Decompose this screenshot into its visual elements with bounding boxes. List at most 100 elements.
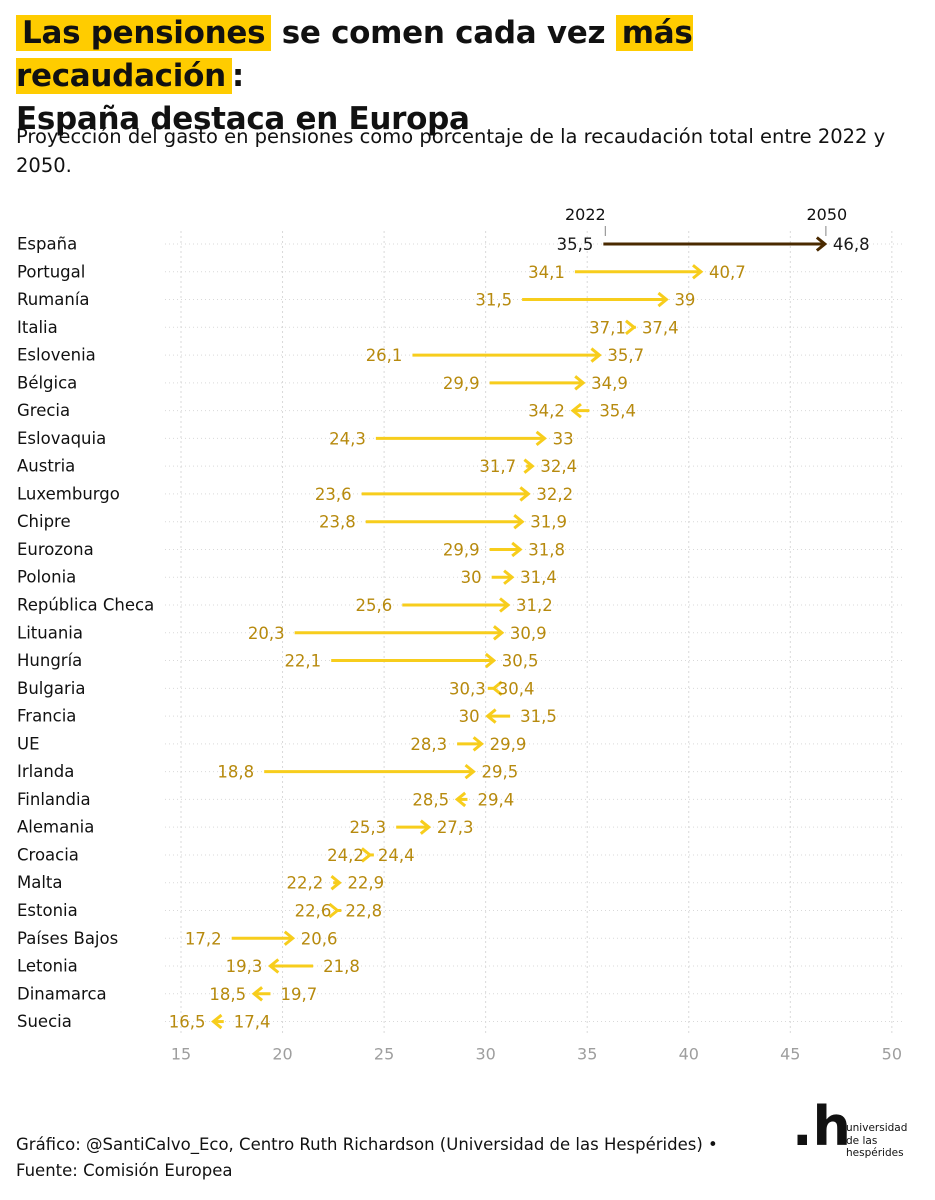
- end-value-label: 22,9: [347, 874, 384, 893]
- arrow-head: [523, 458, 535, 474]
- start-value-label: 29,4: [477, 790, 514, 809]
- start-value-label: 25,6: [356, 596, 393, 615]
- end-value-label: 29,5: [481, 763, 518, 782]
- start-value-label: 20,3: [248, 624, 285, 643]
- end-value-label: 46,8: [833, 235, 870, 254]
- start-value-label: 31,7: [479, 457, 516, 476]
- x-tick-label: 35: [577, 1045, 597, 1064]
- category-label: Alemania: [17, 818, 94, 837]
- end-value-label: 39: [674, 291, 695, 310]
- category-label: Finlandia: [17, 790, 91, 809]
- arrow-chart: 15 20 25 30 35 40 45 50 2022 2050 España 35,5 46,8 Po…: [17, 205, 902, 1064]
- start-value-label: 34,1: [528, 263, 565, 282]
- logo-name-line-2: de las: [846, 1134, 878, 1147]
- arrow-head: [624, 319, 637, 335]
- category-label: Suecia: [17, 1012, 72, 1031]
- arrow-head: [454, 791, 467, 808]
- title-line-2: España destaca en Europa: [16, 100, 470, 137]
- end-value-label: 30,5: [502, 652, 539, 671]
- credit-line: Gráfico: @SantiCalvo_Eco, Centro Ruth Ri…: [16, 1135, 718, 1154]
- category-label: Lituania: [17, 623, 83, 642]
- category-label: Austria: [17, 457, 75, 476]
- category-label: Hungría: [17, 651, 82, 670]
- category-label: Portugal: [17, 262, 85, 281]
- title-highlight-pensiones: Las pensiones: [16, 15, 272, 51]
- category-label: Croacia: [17, 845, 79, 864]
- start-value-label: 18,8: [217, 763, 254, 782]
- start-value-label: 21,8: [323, 957, 360, 976]
- arrow-head: [574, 375, 586, 391]
- category-label: Letonia: [17, 957, 78, 976]
- end-value-label: 35,7: [607, 346, 644, 365]
- arrow-head: [464, 763, 476, 780]
- logo-name-line-3: hespérides: [846, 1147, 904, 1160]
- end-value-label: 40,7: [709, 263, 746, 282]
- year-label-start: 2022: [565, 205, 606, 224]
- start-value-label: 22,2: [286, 874, 323, 893]
- end-value-label: 22,8: [345, 901, 382, 920]
- end-value-label: 28,5: [412, 790, 449, 809]
- end-value-label: 30: [459, 707, 480, 726]
- title-colon: :: [231, 57, 244, 94]
- university-logo: .h universidad de las hespérides: [792, 1100, 922, 1164]
- arrow-head: [513, 514, 525, 530]
- arrow-head: [485, 708, 497, 724]
- arrow-head: [590, 347, 602, 363]
- start-value-label: 24,3: [329, 429, 366, 448]
- end-value-label: 19,3: [226, 957, 263, 976]
- category-label: Rumanía: [17, 290, 90, 309]
- chart-footer: Gráfico: @SantiCalvo_Eco, Centro Ruth Ri…: [16, 1132, 776, 1185]
- category-label: Bulgaria: [17, 679, 85, 698]
- arrow-head: [472, 736, 484, 752]
- category-label: Polonia: [17, 568, 76, 587]
- end-value-label: 31,4: [520, 568, 557, 587]
- start-value-label: 31,5: [475, 291, 512, 310]
- arrow-head: [492, 625, 505, 641]
- end-value-label: 16,5: [169, 1013, 206, 1032]
- category-label: Eslovaquia: [17, 429, 106, 448]
- category-label: Dinamarca: [17, 984, 107, 1003]
- arrow-head: [267, 958, 280, 974]
- end-value-label: 30,3: [449, 679, 486, 698]
- arrow-head: [491, 680, 503, 696]
- start-value-label: 24,2: [327, 846, 364, 865]
- category-label: Países Bajos: [17, 929, 118, 948]
- arrow-head: [535, 430, 547, 447]
- start-value-label: 35,5: [557, 235, 594, 254]
- end-value-label: 24,4: [378, 846, 415, 865]
- start-value-label: 29,9: [443, 540, 480, 559]
- end-value-label: 31,8: [528, 540, 565, 559]
- x-tick-label: 25: [374, 1045, 394, 1064]
- title-text-middle: se comen cada vez: [271, 15, 616, 51]
- start-value-label: 17,2: [185, 929, 222, 948]
- chart-subtitle: Proyección del gasto en pensiones como p…: [16, 125, 886, 178]
- category-label: Chipre: [17, 512, 71, 531]
- logo-name-line-1: universidad: [846, 1122, 908, 1134]
- arrow-head: [657, 291, 669, 308]
- start-value-label: 31,5: [520, 707, 557, 726]
- x-tick-label: 40: [679, 1045, 699, 1064]
- x-tick-label: 20: [272, 1045, 292, 1064]
- category-label: España: [17, 235, 77, 254]
- arrow-head: [484, 652, 497, 669]
- start-value-label: 28,3: [410, 735, 447, 754]
- category-label: UE: [17, 734, 40, 753]
- end-value-label: 31,2: [516, 596, 553, 615]
- end-value-label: 34,9: [591, 374, 628, 393]
- end-value-label: 32,2: [536, 485, 573, 504]
- start-value-label: 19,7: [280, 985, 317, 1004]
- chart-title: Las pensiones se comen cada vez más reca…: [16, 12, 921, 140]
- end-value-label: 34,2: [528, 402, 565, 421]
- end-value-label: 32,4: [540, 457, 577, 476]
- arrow-head: [815, 236, 828, 252]
- category-label: República Checa: [17, 596, 154, 615]
- end-value-label: 37,4: [642, 318, 679, 337]
- end-value-label: 31,9: [530, 513, 567, 532]
- category-label: Irlanda: [17, 762, 74, 781]
- arrow-head: [511, 541, 523, 558]
- category-label: Grecia: [17, 401, 70, 420]
- start-value-label: 22,1: [284, 652, 321, 671]
- category-label: Bélgica: [17, 373, 77, 392]
- start-value-label: 22,6: [295, 901, 332, 920]
- category-label: Italia: [17, 318, 58, 337]
